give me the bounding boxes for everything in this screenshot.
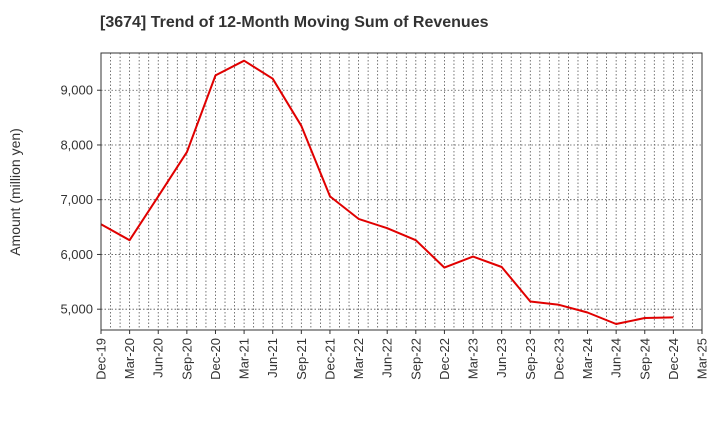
x-tick-label: Sep-24 bbox=[637, 338, 652, 380]
y-tick-label: 7,000 bbox=[60, 192, 93, 207]
x-tick-label: Dec-24 bbox=[666, 338, 681, 380]
x-tick-label: Sep-20 bbox=[179, 338, 194, 380]
x-tick-label: Jun-20 bbox=[151, 338, 166, 378]
x-tick-label: Jun-23 bbox=[494, 338, 509, 378]
x-tick-label: Dec-22 bbox=[437, 338, 452, 380]
x-axis: Dec-19 Mar-20 Jun-20 Sep-20 Dec-20 Mar-21 Jun-… bbox=[94, 330, 710, 380]
x-tick-label: Mar-20 bbox=[122, 338, 137, 379]
chart-title: [3674] Trend of 12-Month Moving Sum of R… bbox=[100, 14, 489, 31]
x-tick-label: Jun-22 bbox=[380, 338, 395, 378]
y-tick-label: 8,000 bbox=[60, 137, 93, 152]
plot-area bbox=[101, 53, 702, 330]
x-tick-label: Mar-23 bbox=[466, 338, 481, 379]
series bbox=[100, 59, 674, 325]
x-tick-label: Jun-21 bbox=[265, 338, 280, 378]
x-tick-label: Dec-21 bbox=[322, 338, 337, 380]
x-tick-label: Jun-24 bbox=[609, 338, 624, 378]
x-tick-label: Dec-19 bbox=[94, 338, 109, 380]
series-line bbox=[100, 59, 674, 325]
x-tick-label: Mar-21 bbox=[237, 338, 252, 379]
x-tick-label: Sep-22 bbox=[408, 338, 423, 380]
x-tick-label: Mar-22 bbox=[351, 338, 366, 379]
y-axis-label: Amount (million yen) bbox=[7, 128, 23, 256]
y-tick-label: 6,000 bbox=[60, 247, 93, 262]
y-tick-label: 5,000 bbox=[60, 302, 93, 317]
x-tick-label: Sep-21 bbox=[294, 338, 309, 380]
y-axis: 5,000 6,000 7,000 8,000 9,000 bbox=[60, 83, 101, 317]
x-tick-label: Dec-20 bbox=[208, 338, 223, 380]
x-tick-label: Mar-24 bbox=[580, 338, 595, 379]
x-tick-label: Dec-23 bbox=[551, 338, 566, 380]
plot-border bbox=[100, 52, 703, 331]
y-tick-label: 9,000 bbox=[60, 83, 93, 98]
x-tick-label: Mar-25 bbox=[695, 338, 710, 379]
x-tick-label: Sep-23 bbox=[523, 338, 538, 380]
